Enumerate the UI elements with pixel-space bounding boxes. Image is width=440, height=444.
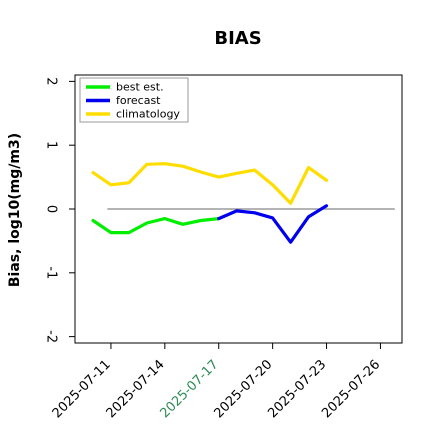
legend-label: best est. — [116, 81, 164, 94]
y-tick-label: 1 — [44, 141, 59, 149]
y-tick-label: 2 — [44, 77, 59, 85]
series-line-climatology — [91, 162, 329, 205]
series-line-forecast — [217, 204, 329, 244]
y-tick-label: -1 — [44, 266, 59, 279]
x-tick-label: 2025-07-26 — [319, 357, 383, 421]
legend-label: forecast — [116, 94, 161, 107]
legend-label: climatology — [116, 108, 180, 121]
chart-marks: -2-10122025-07-112025-07-142025-07-17202… — [44, 77, 395, 421]
y-tick-label: -2 — [44, 330, 59, 343]
y-tick-label: 0 — [44, 205, 59, 213]
series-line-best-est- — [91, 217, 221, 235]
y-axis-label: Bias, log10(mg/m3) — [7, 133, 23, 287]
chart-title: BIAS — [214, 28, 261, 49]
